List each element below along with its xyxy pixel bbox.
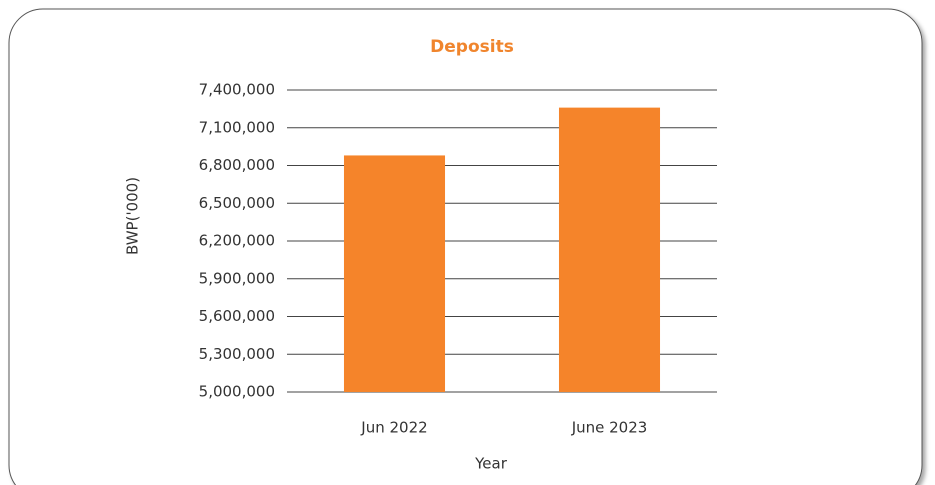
- x-tick-label: June 2023: [571, 419, 648, 437]
- y-tick-label: 5,600,000: [199, 307, 275, 325]
- y-tick-label: 7,400,000: [199, 81, 275, 99]
- card: [8, 8, 923, 485]
- y-tick-label: 5,000,000: [199, 383, 275, 401]
- x-tick-label: Jun 2022: [360, 419, 427, 437]
- y-tick-label: 6,800,000: [199, 156, 275, 174]
- x-axis-label: Year: [474, 455, 508, 473]
- y-axis-label: BWP('000): [124, 177, 142, 255]
- bar: [558, 107, 661, 392]
- y-tick-label: 6,500,000: [199, 194, 275, 212]
- bar: [343, 155, 446, 392]
- y-tick-label: 7,100,000: [199, 118, 275, 136]
- y-tick-label: 6,200,000: [199, 232, 275, 250]
- y-tick-label: 5,900,000: [199, 269, 275, 287]
- chart-title: Deposits: [430, 37, 514, 57]
- y-tick-label: 5,300,000: [199, 345, 275, 363]
